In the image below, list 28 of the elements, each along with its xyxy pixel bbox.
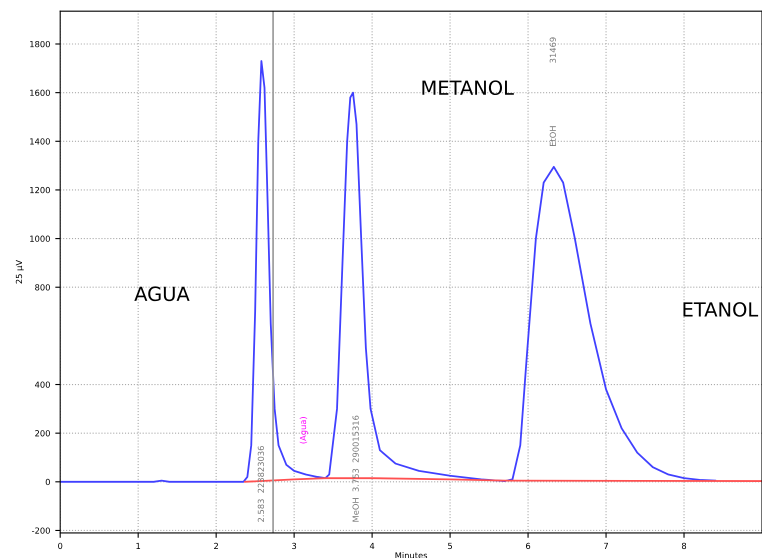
y-tick-label: 400 [34,382,50,388]
annotation: AGUA [134,286,190,302]
x-tick-label: 8 [682,542,686,550]
y-tick-label: 1200 [30,186,50,194]
x-tick-label: 3 [292,542,296,550]
y-tick-label: 1400 [30,138,50,145]
annotation: MeOH 3.753 290015316 [352,416,359,522]
annotation: METANOL [422,80,514,96]
x-tick-label: 0 [58,542,62,550]
y-tick-label: 1000 [30,236,50,242]
y-tick-label: 800 [35,284,50,291]
x-tick-label: 2 [214,542,218,549]
x-tick-label: 4 [370,542,374,549]
annotation: 2.583 223823036 [258,446,264,522]
x-tick-label: 7 [604,542,608,549]
x-tick-label: 6 [526,542,530,550]
annotation: ETANOL [683,302,758,317]
annotation: 31469 [550,37,556,63]
y-tick-label: 1800 [30,40,50,48]
annotation: EtOH [550,126,556,146]
y-tick-label: -200 [32,527,50,534]
y-tick-label: 200 [35,430,50,436]
annotation: (Agua) [300,417,308,444]
y-axis-title: 25 µV [16,260,24,284]
y-tick-label: 0 [46,478,50,486]
x-tick-label: 1 [136,542,140,549]
y-tick-label: 1600 [30,90,50,96]
x-tick-label: 5 [448,542,452,550]
